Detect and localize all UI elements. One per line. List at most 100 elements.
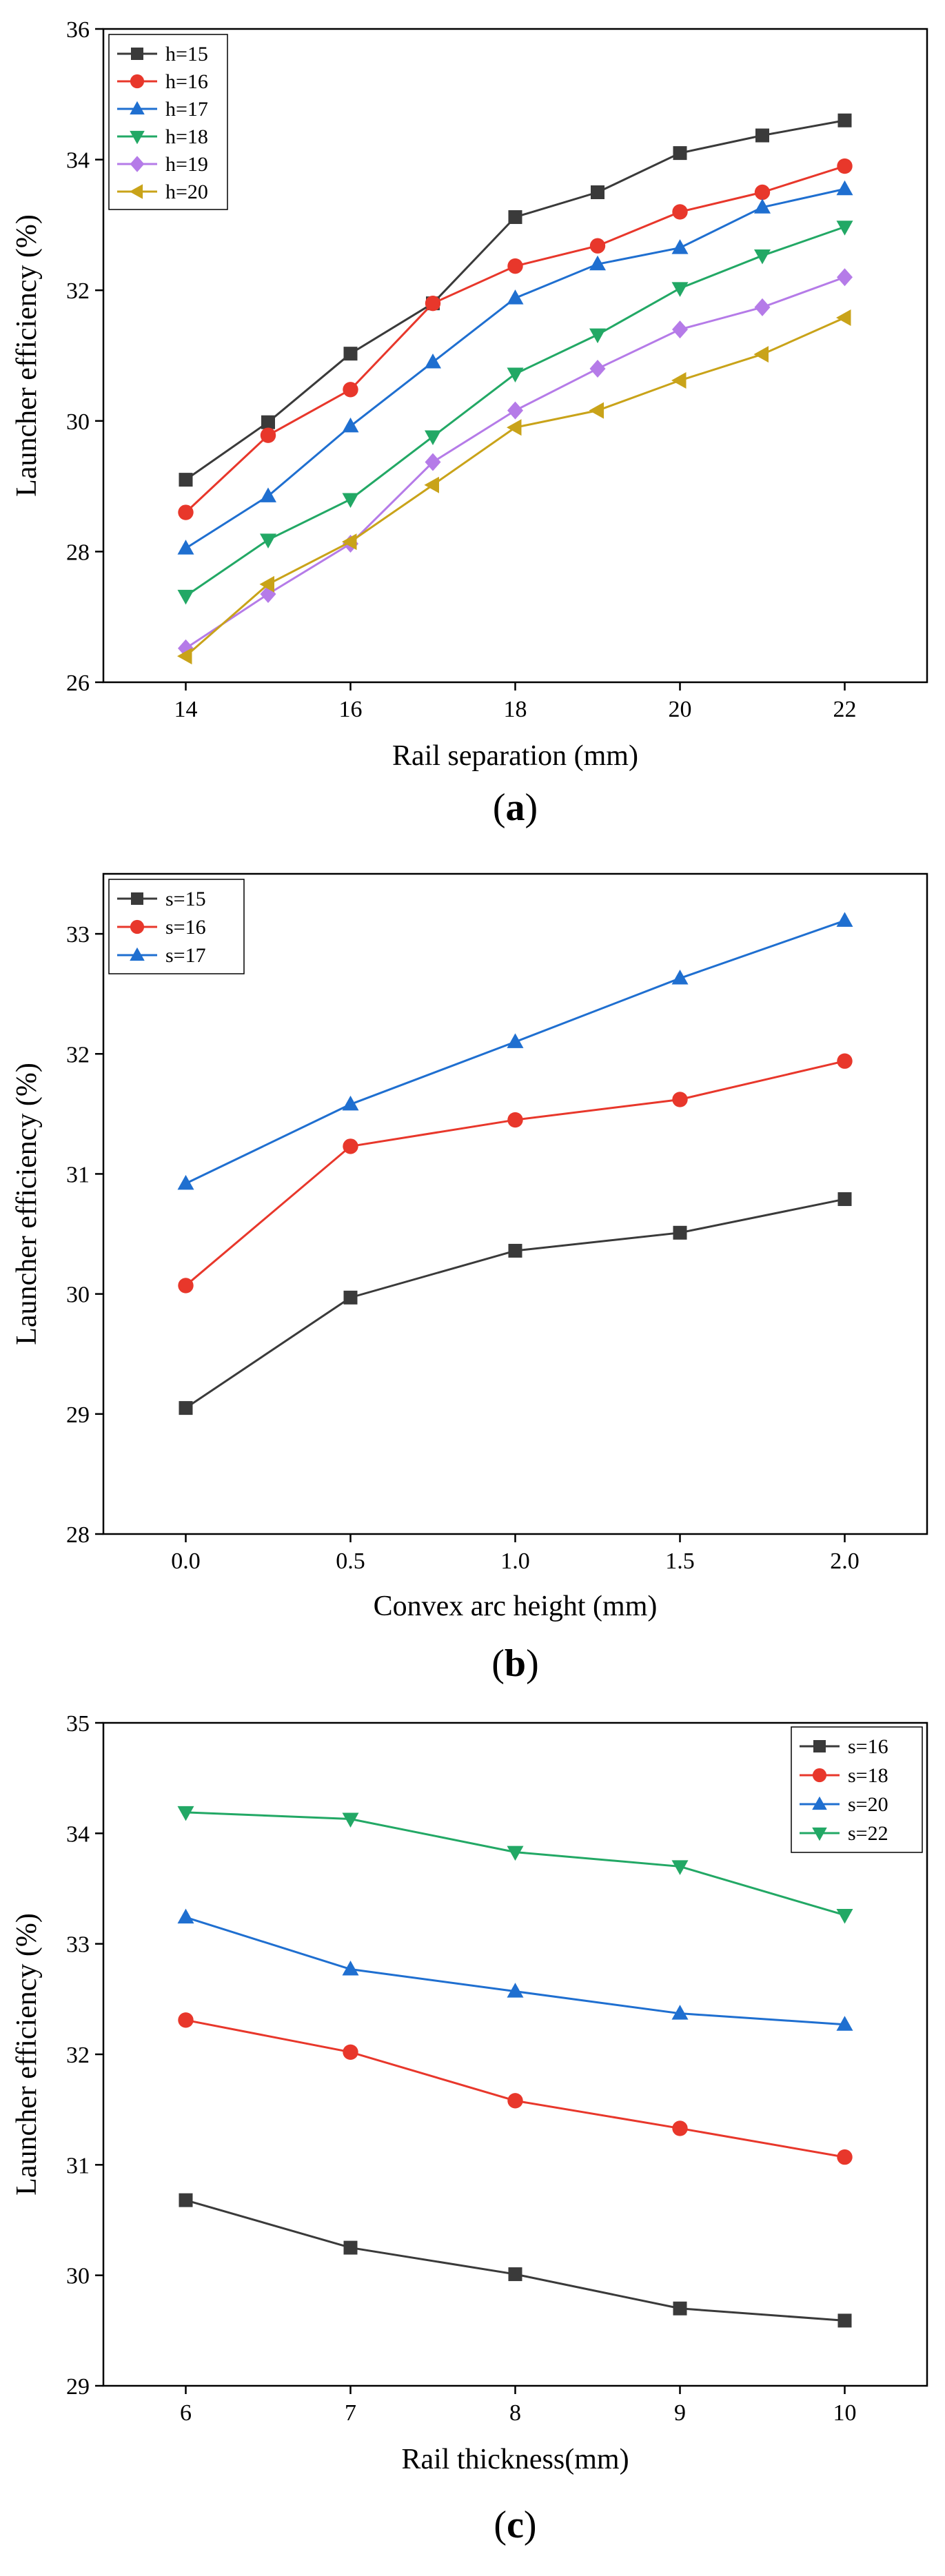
series-h=19: [178, 268, 853, 657]
data-point: [837, 2313, 852, 2328]
x-tick-label: 8: [509, 2400, 521, 2426]
data-point: [837, 2149, 853, 2165]
data-point: [507, 367, 524, 383]
series-line: [185, 276, 846, 649]
data-point: [342, 1095, 359, 1111]
data-point: [260, 427, 276, 443]
x-tick-label: 18: [504, 697, 527, 722]
panel-label: (a): [493, 786, 538, 829]
data-point: [671, 970, 689, 985]
data-point: [836, 912, 853, 927]
legend-label: s=20: [848, 1793, 888, 1816]
series-line: [185, 1198, 845, 1409]
data-point: [672, 2120, 688, 2136]
legend-label: s=16: [165, 916, 206, 939]
data-point: [424, 476, 439, 493]
data-point: [507, 1112, 523, 1128]
data-point: [178, 504, 194, 520]
series-h=16: [178, 158, 853, 520]
series-s=22: [177, 1806, 853, 1924]
data-point: [673, 146, 687, 161]
legend-marker: [130, 919, 145, 934]
data-point: [178, 1278, 194, 1294]
data-point: [754, 298, 771, 316]
x-tick-label: 1.0: [500, 1548, 530, 1574]
data-point: [508, 2267, 522, 2282]
data-point: [591, 185, 604, 199]
data-point: [343, 1290, 358, 1305]
data-point: [342, 417, 359, 433]
series-s=16: [179, 2193, 852, 2328]
data-point: [179, 2193, 193, 2207]
data-point: [507, 258, 523, 274]
y-tick-label: 35: [66, 1711, 90, 1737]
series-h=18: [177, 221, 853, 605]
y-tick-label: 26: [66, 671, 90, 696]
x-tick-label: 0.0: [171, 1548, 201, 1574]
data-point: [179, 473, 193, 487]
y-axis-label: Launcher efficiency (%): [11, 214, 43, 497]
data-point: [836, 180, 853, 196]
data-point: [753, 346, 769, 363]
data-point: [507, 289, 524, 305]
y-tick-label: 32: [66, 1042, 90, 1067]
legend-label: s=22: [848, 1822, 888, 1845]
legend: s=15 s=16 s=17: [108, 879, 245, 974]
legend-marker: [131, 48, 143, 60]
series-s=18: [178, 2012, 853, 2165]
x-tick-label: 0.5: [336, 1548, 365, 1574]
data-point: [343, 1138, 358, 1154]
series-h=17: [177, 180, 853, 555]
panel-label: (b): [491, 1642, 538, 1685]
data-point: [673, 1225, 687, 1240]
panel-a: 14 16 18 20 22 26 28 30 32 34 36 Rail separation (m…: [11, 17, 928, 829]
series-line: [185, 2018, 845, 2158]
y-axis-label: Launcher efficiency (%): [11, 1913, 43, 2196]
legend-marker: [812, 1796, 827, 1810]
data-point: [837, 1192, 852, 1207]
data-point: [178, 2012, 194, 2028]
data-point: [177, 1908, 194, 1924]
data-point: [589, 402, 604, 419]
series-h=20: [177, 309, 851, 665]
data-point: [589, 328, 606, 344]
data-point: [837, 268, 853, 287]
data-point: [177, 1174, 194, 1190]
legend-label: h=17: [165, 98, 208, 121]
data-point: [672, 320, 688, 339]
legend-label: h=20: [165, 181, 208, 203]
legend-marker: [129, 184, 143, 199]
data-point: [671, 2005, 689, 2020]
legend-marker: [813, 1740, 826, 1752]
data-point: [425, 295, 441, 311]
x-tick-label: 16: [339, 697, 363, 722]
x-axis-label: Rail separation (mm): [392, 740, 638, 772]
y-tick-label: 29: [66, 1402, 90, 1428]
y-tick-label: 33: [66, 922, 90, 948]
data-point: [836, 221, 853, 236]
data-point: [260, 487, 276, 502]
legend-marker: [130, 156, 145, 172]
data-point: [507, 1983, 524, 1998]
legend-label: h=16: [165, 70, 208, 93]
legend-marker: [130, 101, 145, 115]
data-point: [673, 2301, 687, 2316]
x-axis-label: Rail thickness(mm): [401, 2444, 629, 2475]
y-tick-label: 34: [66, 148, 90, 174]
legend-label: h=18: [165, 125, 208, 148]
data-point: [507, 401, 523, 420]
data-point: [425, 453, 441, 471]
data-point: [343, 347, 358, 361]
legend-label: s=15: [165, 888, 206, 910]
data-point: [343, 2044, 358, 2060]
series-s=15: [179, 1192, 852, 1415]
data-point: [671, 239, 689, 254]
y-tick-label: 33: [66, 1932, 90, 1958]
panel-b: 0.0 0.5 1.0 1.5 2.0 28 29 30 31 32 33 Convex arc he…: [11, 872, 928, 1685]
data-point: [177, 540, 194, 555]
data-point: [589, 238, 606, 254]
data-point: [177, 589, 194, 605]
legend-label: h=15: [165, 43, 208, 65]
legend-marker: [812, 1827, 827, 1841]
y-tick-label: 31: [66, 1162, 90, 1187]
